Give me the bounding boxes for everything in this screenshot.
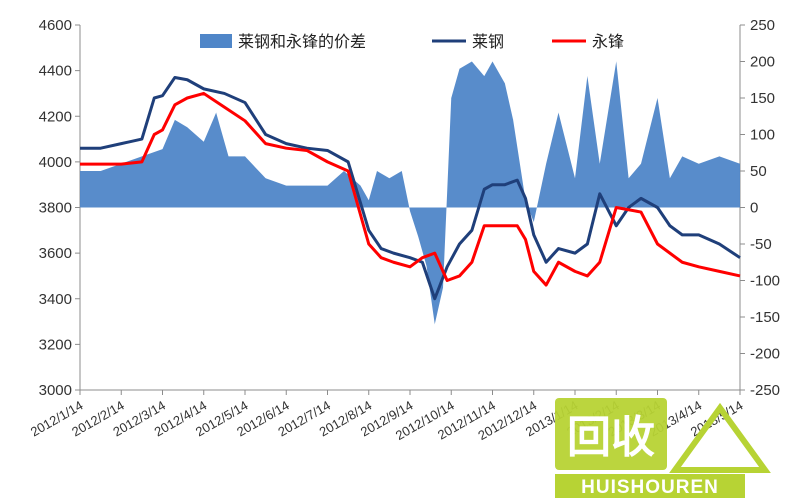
legend-label-laigang: 莱钢	[472, 32, 504, 51]
left-tick-label: 3600	[39, 245, 72, 262]
right-tick-label: -250	[750, 382, 780, 399]
tick-labels: 3000 3200 3400 3600 3800 4000 4200 4400 4600 -250…	[28, 17, 780, 443]
watermark-logo: 回收 HUISHOUREN	[555, 398, 771, 498]
left-tick-label: 3200	[39, 336, 72, 353]
right-tick-label: -100	[750, 273, 780, 290]
watermark-text-small: HUISHOUREN	[581, 477, 719, 498]
legend-label-spread: 莱钢和永锋的价差	[238, 32, 366, 51]
left-tick-label: 3800	[39, 200, 72, 217]
price-line-series	[79, 75, 741, 301]
watermark-banner	[555, 474, 745, 498]
watermark-box	[555, 398, 667, 470]
left-tick-label: 3000	[39, 382, 72, 399]
left-tick-label: 4000	[39, 154, 72, 171]
right-tick-label: 250	[750, 17, 775, 34]
right-tick-label: 0	[750, 200, 758, 217]
left-tick-label: 4400	[39, 63, 72, 80]
left-tick-label: 4200	[39, 108, 72, 125]
right-tick-label: -150	[750, 309, 780, 326]
watermark-mountain-icon	[669, 402, 771, 473]
right-tick-label: -200	[750, 346, 780, 363]
right-tick-label: 100	[750, 127, 775, 144]
right-tick-label: 50	[750, 163, 767, 180]
legend: 莱钢和永锋的价差 莱钢 永锋	[200, 32, 624, 51]
right-tick-label: -50	[750, 236, 772, 253]
left-tick-label: 3400	[39, 291, 72, 308]
right-tick-label: 150	[750, 90, 775, 107]
left-tick-label: 4600	[39, 17, 72, 34]
watermark-text-big: 回收	[567, 412, 655, 463]
right-tick-label: 200	[750, 54, 775, 71]
legend-label-yongfeng: 永锋	[592, 32, 624, 51]
spread-area	[80, 61, 740, 325]
spread-area-series	[79, 61, 741, 325]
legend-swatch-spread	[200, 34, 232, 48]
